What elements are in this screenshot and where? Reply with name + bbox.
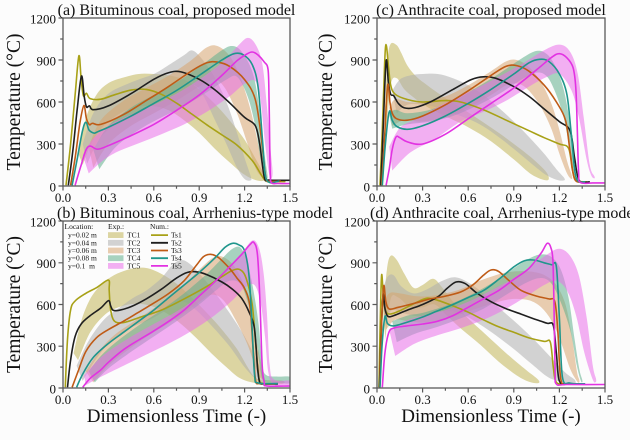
svg-text:Ts3: Ts3 (171, 246, 182, 255)
svg-text:0: 0 (364, 179, 371, 194)
svg-text:1.2: 1.2 (551, 392, 567, 407)
svg-text:0.0: 0.0 (55, 392, 71, 407)
svg-text:900: 900 (351, 256, 371, 271)
svg-text:600: 600 (37, 298, 57, 313)
svg-text:0: 0 (50, 381, 57, 396)
svg-text:1.5: 1.5 (597, 392, 613, 407)
svg-text:Dimensionless Time (-): Dimensionless Time (-) (401, 406, 580, 427)
svg-text:Ts5: Ts5 (171, 261, 182, 270)
svg-text:y=0.06 m: y=0.06 m (68, 246, 97, 255)
svg-text:TC3: TC3 (127, 246, 141, 255)
svg-text:0.6: 0.6 (460, 190, 477, 205)
svg-text:1.5: 1.5 (597, 190, 613, 205)
svg-text:0.3: 0.3 (414, 190, 430, 205)
svg-text:0.6: 0.6 (460, 392, 477, 407)
svg-text:0.6: 0.6 (146, 190, 163, 205)
svg-text:0: 0 (364, 381, 371, 396)
svg-text:Temperature (°C): Temperature (°C) (316, 34, 337, 171)
svg-text:Temperature (°C): Temperature (°C) (4, 236, 25, 373)
svg-text:TC4: TC4 (127, 254, 141, 263)
svg-text:Exp.:: Exp.: (108, 222, 124, 231)
svg-text:0.0: 0.0 (55, 190, 71, 205)
svg-text:1.5: 1.5 (282, 190, 298, 205)
svg-text:0.9: 0.9 (506, 190, 522, 205)
svg-text:900: 900 (37, 256, 57, 271)
svg-text:0.9: 0.9 (191, 392, 207, 407)
svg-text:1.2: 1.2 (236, 190, 252, 205)
svg-text:Num.:: Num.: (150, 222, 169, 231)
svg-text:TC5: TC5 (127, 261, 141, 270)
svg-text:600: 600 (37, 95, 57, 110)
svg-text:1.2: 1.2 (551, 190, 567, 205)
svg-text:Temperature (°C): Temperature (°C) (316, 236, 337, 373)
svg-text:y=0.02 m: y=0.02 m (68, 231, 97, 240)
svg-text:Dimensionless Time (-): Dimensionless Time (-) (87, 406, 266, 427)
svg-text:(a) Bituminous coal, proposed: (a) Bituminous coal, proposed model (58, 2, 296, 19)
svg-text:1.2: 1.2 (236, 392, 252, 407)
svg-text:Ts4: Ts4 (171, 254, 182, 263)
svg-text:Ts2: Ts2 (171, 238, 182, 247)
svg-text:1200: 1200 (30, 11, 56, 26)
svg-text:0.9: 0.9 (506, 392, 522, 407)
svg-text:600: 600 (351, 95, 371, 110)
svg-text:900: 900 (351, 53, 371, 68)
svg-text:(c) Anthracite coal, proposed: (c) Anthracite coal, proposed model (376, 2, 606, 19)
svg-text:0.0: 0.0 (369, 190, 385, 205)
svg-text:1200: 1200 (344, 214, 370, 229)
svg-text:900: 900 (37, 53, 57, 68)
svg-text:1200: 1200 (30, 214, 56, 229)
svg-text:0.6: 0.6 (146, 392, 163, 407)
svg-text:Location:: Location: (65, 222, 94, 231)
svg-text:1200: 1200 (344, 11, 370, 26)
svg-text:300: 300 (37, 137, 57, 152)
svg-text:1.5: 1.5 (282, 392, 298, 407)
svg-text:Temperature (°C): Temperature (°C) (4, 34, 25, 171)
svg-text:0: 0 (50, 179, 57, 194)
svg-text:y=0.1 m: y=0.1 m (68, 261, 95, 270)
svg-text:TC2: TC2 (127, 238, 141, 247)
svg-text:300: 300 (351, 137, 371, 152)
svg-text:y=0.04 m: y=0.04 m (68, 238, 97, 247)
svg-text:Ts1: Ts1 (171, 231, 182, 240)
svg-text:0.3: 0.3 (414, 392, 430, 407)
svg-text:y=0.08 m: y=0.08 m (68, 254, 97, 263)
svg-text:0.3: 0.3 (100, 392, 116, 407)
svg-text:300: 300 (37, 340, 57, 355)
svg-text:TC1: TC1 (127, 231, 141, 240)
svg-text:300: 300 (351, 340, 371, 355)
svg-text:0.0: 0.0 (369, 392, 385, 407)
svg-text:600: 600 (351, 298, 371, 313)
svg-text:(b) Bituminous coal, Arrhenius: (b) Bituminous coal, Arrhenius-type mode… (57, 205, 334, 222)
svg-text:0.3: 0.3 (100, 190, 116, 205)
svg-text:0.9: 0.9 (191, 190, 207, 205)
svg-text:(d) Anthracite coal, Arrhenius: (d) Anthracite coal, Arrhenius-type mode… (370, 205, 630, 222)
